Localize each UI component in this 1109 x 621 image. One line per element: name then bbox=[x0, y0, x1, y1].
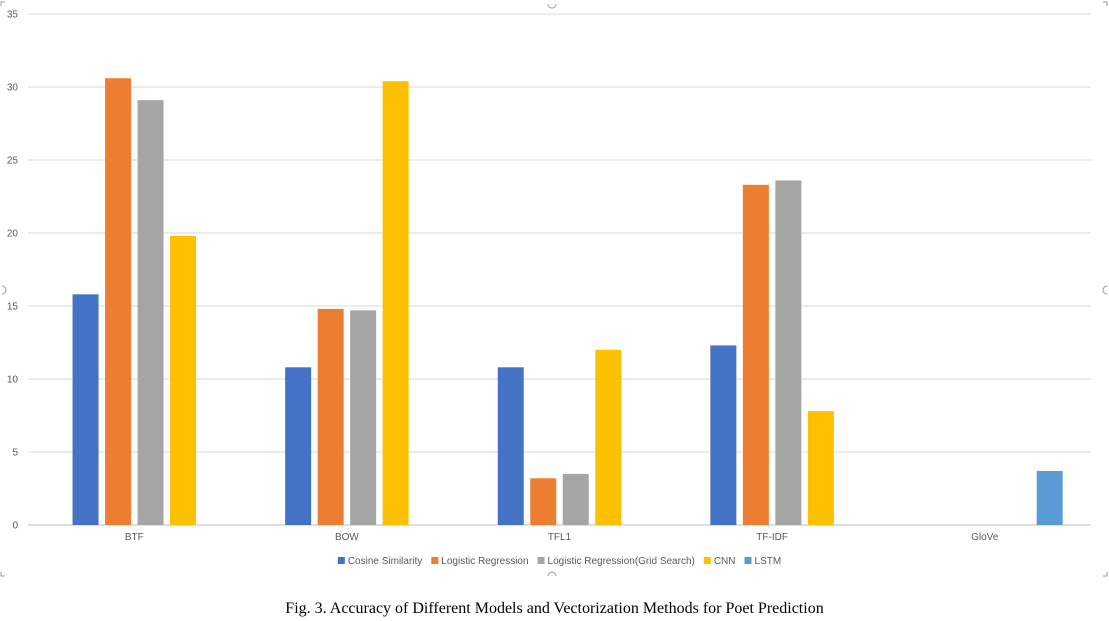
bar-bow-cnn bbox=[382, 81, 409, 525]
legend-item: Logistic Regression(Grid Search) bbox=[537, 556, 695, 567]
legend-item: Cosine Similarity bbox=[337, 556, 422, 567]
bar-tf-idf-cosine-similarity bbox=[710, 345, 737, 525]
y-tick-label: 25 bbox=[7, 156, 19, 167]
x-category-label: BOW bbox=[335, 532, 359, 543]
y-tick-label: 10 bbox=[7, 375, 19, 386]
bar-chart: 0 5 10 15 20 25 30 35 BTF BOW TFL1 TF-IDF GloVe Cos… bbox=[0, 1, 1108, 577]
legend-swatch bbox=[744, 557, 752, 564]
x-category-label: GloVe bbox=[971, 532, 999, 543]
x-category-label: TF-IDF bbox=[756, 532, 788, 543]
bar-btf-cnn bbox=[170, 235, 197, 526]
resize-handle-bottom-right[interactable] bbox=[1103, 572, 1108, 577]
x-category-label: BTF bbox=[125, 532, 144, 543]
x-category-label: TFL1 bbox=[548, 532, 572, 543]
bar-bow-logistic-regression bbox=[317, 308, 344, 525]
legend-swatch bbox=[337, 557, 345, 564]
bar-btf-logistic-regression-grid-search bbox=[137, 100, 164, 525]
legend-item: CNN bbox=[703, 556, 736, 567]
bar-tfl1-logistic-regression bbox=[530, 478, 557, 525]
legend-label: Logistic Regression bbox=[441, 556, 528, 567]
resize-handle-top-right[interactable] bbox=[1103, 1, 1108, 6]
bar-bow-cosine-similarity bbox=[285, 367, 312, 525]
y-axis-ticks: 0 5 10 15 20 25 30 35 bbox=[7, 10, 19, 532]
y-tick-label: 35 bbox=[7, 10, 19, 21]
bar-btf-cosine-similarity bbox=[72, 294, 99, 525]
bar-btf-logistic-regression bbox=[105, 78, 132, 526]
bar-tf-idf-logistic-regression bbox=[742, 184, 769, 525]
y-tick-label: 5 bbox=[12, 448, 18, 459]
legend-swatch bbox=[431, 557, 439, 564]
bars bbox=[72, 78, 1063, 526]
legend-swatch bbox=[703, 557, 711, 564]
resize-handle-bottom-left[interactable] bbox=[0, 572, 5, 577]
bar-tf-idf-logistic-regression-grid-search bbox=[775, 180, 802, 525]
bar-bow-logistic-regression-grid-search bbox=[350, 310, 377, 525]
bar-tfl1-cosine-similarity bbox=[497, 367, 524, 525]
resize-handle-bottom[interactable] bbox=[547, 571, 557, 577]
resize-handle-right[interactable] bbox=[1102, 285, 1108, 295]
y-tick-label: 30 bbox=[7, 83, 19, 94]
legend-label: CNN bbox=[714, 556, 736, 567]
y-tick-label: 15 bbox=[7, 302, 19, 313]
legend-item: LSTM bbox=[744, 556, 782, 567]
legend-label: LSTM bbox=[755, 556, 782, 567]
y-tick-label: 0 bbox=[12, 521, 18, 532]
resize-handle-top[interactable] bbox=[547, 3, 557, 9]
selection-handles bbox=[0, 1, 1108, 577]
gridlines bbox=[28, 13, 1091, 526]
figure-caption: Fig. 3. Accuracy of Different Models and… bbox=[285, 600, 824, 617]
x-axis-categories: BTF BOW TFL1 TF-IDF GloVe bbox=[125, 532, 999, 543]
bar-glove-lstm bbox=[1036, 470, 1063, 525]
legend: Cosine Similarity Logistic Regression Logi… bbox=[337, 556, 782, 567]
resize-handle-top-left[interactable] bbox=[0, 1, 5, 6]
resize-handle-left[interactable] bbox=[1, 285, 7, 295]
legend-label: Logistic Regression(Grid Search) bbox=[548, 556, 695, 567]
bar-tfl1-logistic-regression-grid-search bbox=[562, 473, 589, 525]
y-tick-label: 20 bbox=[7, 229, 19, 240]
bar-tfl1-cnn bbox=[595, 349, 622, 525]
chart-area: 0 5 10 15 20 25 30 35 BTF BOW TFL1 TF-IDF GloVe Cos… bbox=[0, 1, 1108, 577]
legend-label: Cosine Similarity bbox=[348, 556, 422, 567]
legend-item: Logistic Regression bbox=[431, 556, 529, 567]
bar-tf-idf-cnn bbox=[807, 411, 834, 525]
legend-swatch bbox=[537, 557, 545, 564]
